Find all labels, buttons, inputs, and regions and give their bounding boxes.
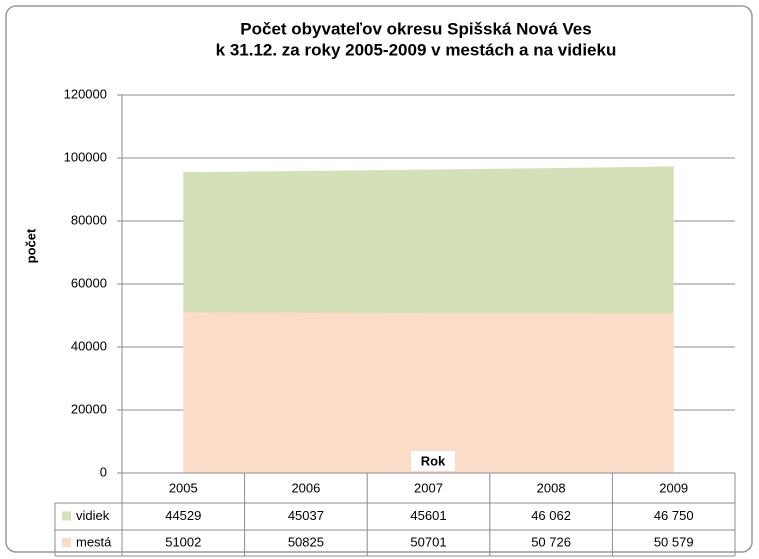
y-tick-label: 20000 — [71, 401, 107, 416]
y-tick-label: 40000 — [71, 338, 107, 353]
legend-key — [62, 538, 71, 547]
table-value: 50825 — [288, 534, 324, 549]
table-value: 45601 — [410, 508, 446, 523]
table-value: 44529 — [165, 508, 201, 523]
y-tick-label: 80000 — [71, 212, 107, 227]
x-tick-label: 2007 — [414, 480, 443, 495]
x-tick-label: 2008 — [537, 480, 566, 495]
y-tick-label: 120000 — [64, 86, 107, 101]
table-value: 51002 — [165, 534, 201, 549]
x-tick-label: 2005 — [169, 480, 198, 495]
table-value: 46 062 — [531, 508, 571, 523]
x-axis-title-box — [411, 451, 455, 471]
x-tick-label: 2006 — [291, 480, 320, 495]
table-value: 45037 — [288, 508, 324, 523]
legend-label: mestá — [76, 534, 112, 549]
chart-title: k 31.12. za roky 2005-2009 v mestách a n… — [216, 40, 617, 59]
x-axis-title: Rok — [421, 453, 446, 468]
legend-label: vidiek — [76, 508, 110, 523]
y-axis-title: počet — [23, 228, 38, 263]
y-tick-label: 100000 — [64, 149, 107, 164]
table-value: 46 750 — [654, 508, 694, 523]
table-value: 50701 — [410, 534, 446, 549]
table-value: 50 579 — [654, 534, 694, 549]
x-tick-label: 2009 — [659, 480, 688, 495]
chart-title: Počet obyvateľov okresu Spišská Nová Ves — [240, 19, 591, 38]
y-tick-label: 0 — [100, 464, 107, 479]
table-value: 50 726 — [531, 534, 571, 549]
legend-key — [62, 511, 71, 521]
y-tick-label: 60000 — [71, 275, 107, 290]
